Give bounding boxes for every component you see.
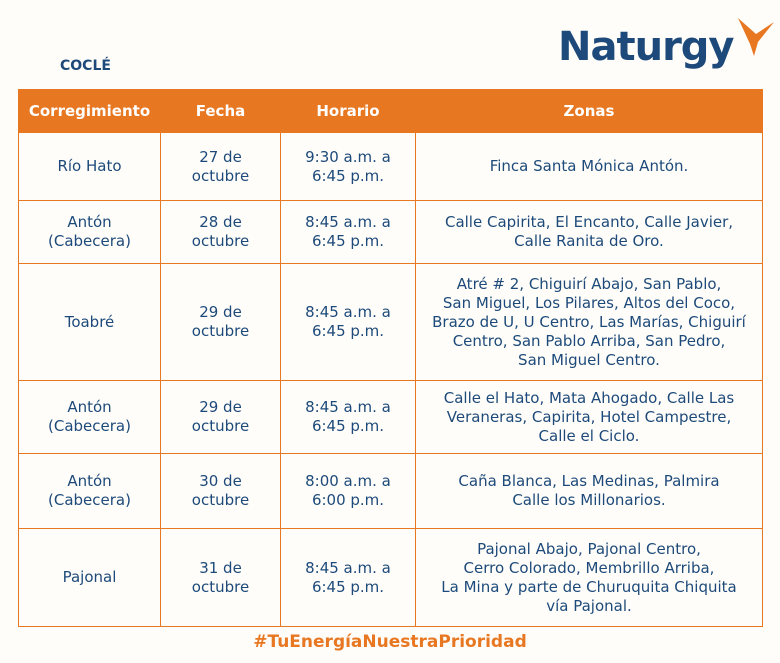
table-row: Antón (Cabecera) 28 de octubre 8:45 a.m. a… xyxy=(18,200,763,264)
cell-horario: 8:45 a.m. a 6:45 p.m. xyxy=(280,528,416,627)
cell-corregimiento: Antón (Cabecera) xyxy=(18,380,161,454)
cell-horario: 8:45 a.m. a 6:45 p.m. xyxy=(280,263,416,381)
cell-corregimiento: Antón (Cabecera) xyxy=(18,200,161,264)
cell-horario: 8:00 a.m. a 6:00 p.m. xyxy=(280,453,416,529)
naturgy-logo: Naturgy xyxy=(558,18,776,74)
table-row: Antón (Cabecera) 29 de octubre 8:45 a.m. a… xyxy=(18,380,763,454)
region-title: COCLÉ xyxy=(60,58,111,74)
logo-text: Naturgy xyxy=(558,24,734,70)
header-corregimiento: Corregimiento xyxy=(18,89,161,133)
cell-zonas: Caña Blanca, Las Medinas, Palmira Calle … xyxy=(415,453,763,529)
table-row: Río Hato 27 de octubre 9:30 a.m. a 6:45 p.… xyxy=(18,132,763,201)
cell-horario: 9:30 a.m. a 6:45 p.m. xyxy=(280,132,416,201)
table-row: Toabré 29 de octubre 8:45 a.m. a 6:45 p.m.… xyxy=(18,263,763,381)
schedule-table: Corregimiento Fecha Horario Zonas Río Ha… xyxy=(18,89,763,627)
cell-fecha: 27 de octubre xyxy=(160,132,281,201)
hashtag: #TuEnergíaNuestraPrioridad xyxy=(253,632,527,652)
header-zonas: Zonas xyxy=(415,89,763,133)
cell-zonas: Pajonal Abajo, Pajonal Centro, Cerro Col… xyxy=(415,528,763,627)
cell-fecha: 31 de octubre xyxy=(160,528,281,627)
cell-horario: 8:45 a.m. a 6:45 p.m. xyxy=(280,380,416,454)
cell-zonas: Calle el Hato, Mata Ahogado, Calle Las V… xyxy=(415,380,763,454)
header-fecha: Fecha xyxy=(160,89,281,133)
butterfly-icon xyxy=(737,18,774,56)
cell-fecha: 28 de octubre xyxy=(160,200,281,264)
cell-corregimiento: Antón (Cabecera) xyxy=(18,453,161,529)
cell-zonas: Atré # 2, Chiguirí Abajo, San Pablo, San… xyxy=(415,263,763,381)
cell-zonas: Finca Santa Mónica Antón. xyxy=(415,132,763,201)
cell-horario: 8:45 a.m. a 6:45 p.m. xyxy=(280,200,416,264)
cell-corregimiento: Pajonal xyxy=(18,528,161,627)
cell-corregimiento: Toabré xyxy=(18,263,161,381)
cell-corregimiento: Río Hato xyxy=(18,132,161,201)
table-row: Antón (Cabecera) 30 de octubre 8:00 a.m. a… xyxy=(18,453,763,529)
cell-fecha: 29 de octubre xyxy=(160,263,281,381)
cell-zonas: Calle Capirita, El Encanto, Calle Javier… xyxy=(415,200,763,264)
table-row: Pajonal 31 de octubre 8:45 a.m. a 6:45 p.m… xyxy=(18,528,763,627)
header-horario: Horario xyxy=(280,89,416,133)
cell-fecha: 30 de octubre xyxy=(160,453,281,529)
table-header-row: Corregimiento Fecha Horario Zonas xyxy=(18,89,763,133)
cell-fecha: 29 de octubre xyxy=(160,380,281,454)
